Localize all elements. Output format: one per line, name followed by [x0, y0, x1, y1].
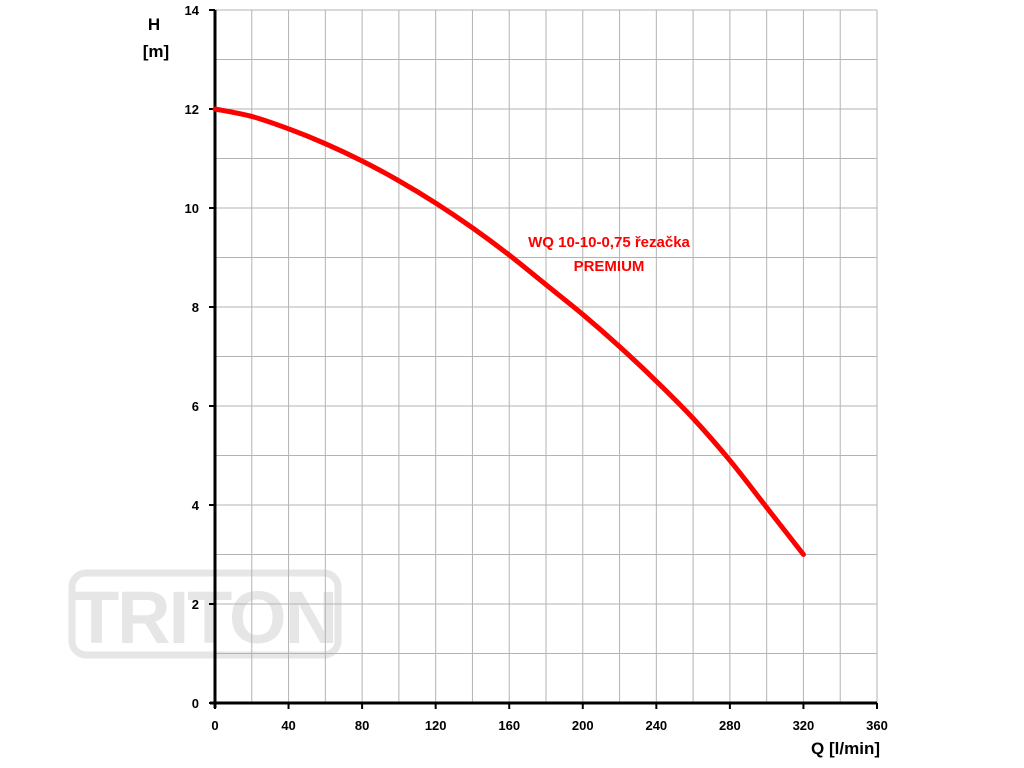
- y-tick-label: 0: [192, 696, 199, 711]
- watermark-text: TRITON: [74, 576, 336, 659]
- tick-labels: 0 40 80 120 160 200 240 280 320 360 0 2 4 6 8 10 12 14: [185, 3, 888, 733]
- x-tick-label: 80: [355, 718, 369, 733]
- x-tick-label: 240: [645, 718, 667, 733]
- y-tick-label: 12: [185, 102, 199, 117]
- watermark: TRITON: [68, 569, 342, 659]
- y-axis-title-line-1: H: [148, 15, 160, 34]
- y-tick-label: 10: [185, 201, 199, 216]
- x-axis-title: Q [l/min]: [811, 739, 880, 758]
- axis-titles: H [m] Q [l/min]: [143, 15, 880, 758]
- x-tick-label: 40: [281, 718, 295, 733]
- y-tick-label: 6: [192, 399, 199, 414]
- y-tick-label: 14: [185, 3, 200, 18]
- y-tick-label: 8: [192, 300, 199, 315]
- x-tick-label: 360: [866, 718, 888, 733]
- grid: [215, 9, 878, 703]
- series-label-line-1: WQ 10-10-0,75 řezačka: [528, 234, 690, 251]
- x-tick-label: 280: [719, 718, 741, 733]
- x-tick-label: 0: [211, 718, 218, 733]
- axes: [209, 9, 878, 709]
- y-tick-label: 4: [192, 498, 200, 513]
- x-tick-label: 120: [425, 718, 447, 733]
- x-tick-label: 160: [498, 718, 520, 733]
- x-tick-label: 200: [572, 718, 594, 733]
- series-line: [212, 106, 806, 557]
- series-label-line-2: PREMIUM: [574, 258, 645, 275]
- watermark-frame: [68, 569, 342, 659]
- x-tick-label: 320: [793, 718, 815, 733]
- y-axis-title-line-2: [m]: [143, 42, 169, 61]
- y-tick-label: 2: [192, 597, 199, 612]
- series-label: WQ 10-10-0,75 řezačka PREMIUM: [528, 234, 690, 275]
- series: [212, 106, 806, 557]
